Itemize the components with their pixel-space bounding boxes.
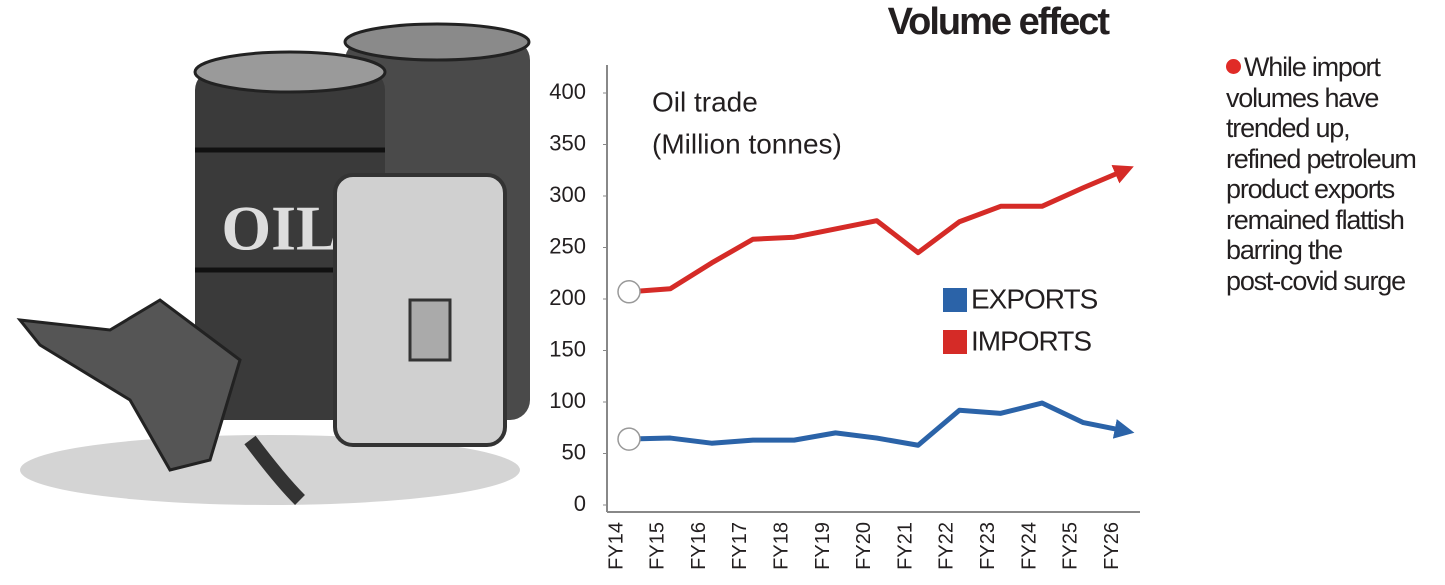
x-tick-label: FY19 (812, 522, 834, 570)
x-tick-label: FY23 (977, 522, 999, 570)
x-tick-label: FY14 (605, 522, 627, 570)
legend-label: EXPORTS (971, 283, 1098, 314)
note-text: volumes have (1226, 83, 1378, 113)
bullet (1226, 59, 1241, 74)
y-tick-label: 100 (549, 388, 586, 413)
note-line: product exports (1226, 174, 1445, 205)
y-tick-label: 0 (574, 491, 586, 516)
x-tick-label: FY26 (1101, 522, 1123, 570)
legend-swatch (943, 330, 967, 354)
y-tick-label: 300 (549, 182, 586, 207)
note-line: refined petroleum (1226, 144, 1445, 175)
y-tick-label: 400 (549, 79, 586, 104)
y-tick-label: 350 (549, 130, 586, 155)
page: OIL Volume effect Oil trade (Million ton… (0, 0, 1445, 585)
note-line: remained flattish (1226, 205, 1445, 236)
note-text: refined petroleum (1226, 144, 1416, 174)
subtitle: Oil trade (652, 86, 758, 117)
y-tick-label: 200 (549, 285, 586, 310)
note-text: barring the (1226, 235, 1342, 265)
note-line: barring the (1226, 235, 1445, 266)
y-tick-label: 150 (549, 336, 586, 361)
note-text: product exports (1226, 174, 1394, 204)
note-line: trended up, (1226, 113, 1445, 144)
y-tick-label: 50 (562, 439, 586, 464)
x-tick-label: FY21 (894, 522, 916, 570)
note-line: post-covid surge (1226, 266, 1445, 297)
series-line (629, 403, 1125, 445)
x-tick-label: FY15 (647, 522, 669, 570)
y-tick-label: 250 (549, 233, 586, 258)
note-text: remained flattish (1226, 205, 1404, 235)
x-tick-label: FY18 (770, 522, 792, 570)
note-line: volumes have (1226, 83, 1445, 114)
note-text: post-covid surge (1226, 266, 1405, 296)
x-tick-label: FY16 (688, 522, 710, 570)
note-text: While import (1244, 52, 1380, 82)
legend-label: IMPORTS (971, 325, 1091, 356)
chart-title: Volume effect (888, 1, 1111, 43)
svg-text:OIL: OIL (221, 193, 338, 264)
legend-swatch (943, 288, 967, 312)
note-line: While import (1226, 52, 1445, 83)
subtitle: (Million tonnes) (652, 128, 842, 159)
start-marker (618, 428, 640, 450)
x-tick-label: FY20 (853, 522, 875, 570)
x-tick-label: FY25 (1060, 522, 1082, 570)
note-text: trended up, (1226, 113, 1349, 143)
x-tick-label: FY24 (1018, 522, 1040, 570)
start-marker (618, 281, 640, 303)
oil-illustration: OIL (20, 24, 530, 505)
x-tick-label: FY22 (936, 522, 958, 570)
series-line (629, 170, 1125, 292)
x-tick-label: FY17 (729, 522, 751, 570)
